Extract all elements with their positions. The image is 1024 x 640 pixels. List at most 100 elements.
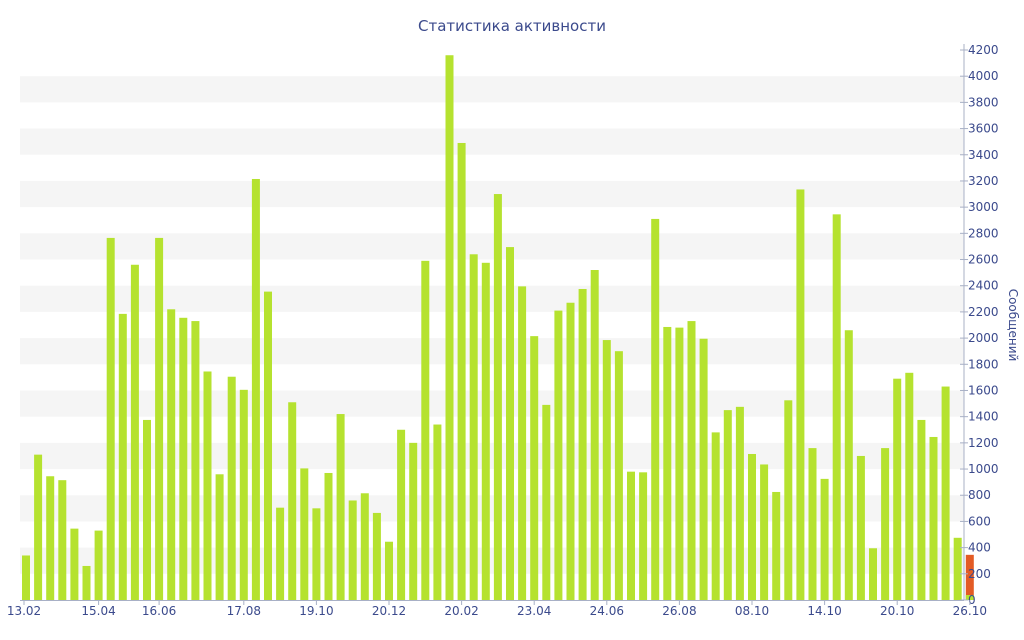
bar — [130, 264, 139, 600]
bar — [372, 512, 381, 600]
bar — [905, 372, 914, 600]
grid-band — [20, 442, 964, 470]
y-tick-label: 3600 — [968, 122, 999, 136]
bar — [457, 142, 466, 600]
bar — [832, 214, 841, 600]
bar — [687, 321, 696, 600]
x-tick-label: 08.10 — [735, 604, 769, 618]
bar — [336, 414, 345, 600]
y-tick-label: 3200 — [968, 174, 999, 188]
bar — [118, 313, 127, 600]
y-tick-label: 2000 — [968, 331, 999, 345]
bar — [385, 541, 393, 600]
y-tick-label: 200 — [968, 567, 991, 581]
bar — [493, 194, 502, 601]
bar — [796, 189, 805, 600]
bar — [784, 400, 793, 600]
bar — [433, 424, 442, 600]
bar — [639, 472, 648, 600]
grid-band — [20, 547, 964, 574]
bar — [155, 237, 164, 600]
bar — [264, 291, 272, 600]
bar — [469, 254, 478, 601]
grid-bands — [20, 76, 964, 574]
bar — [844, 330, 853, 600]
bar — [941, 386, 950, 600]
bar — [312, 508, 321, 600]
bar — [929, 436, 938, 600]
bar — [191, 321, 200, 600]
bar — [143, 419, 151, 600]
bar — [397, 429, 406, 600]
bar — [46, 476, 55, 600]
bar — [808, 448, 817, 600]
bar — [699, 338, 708, 600]
grid-band — [20, 285, 964, 312]
bar — [590, 270, 599, 600]
bar — [518, 286, 527, 600]
bar — [772, 491, 781, 600]
x-tick-label: 20.10 — [880, 604, 914, 618]
y-tick-label: 1800 — [968, 357, 999, 371]
y-axis: 0 200 400 600 800 1000 1200 1400 1600 1800 2000 220… — [960, 43, 999, 607]
bar — [542, 404, 551, 600]
bar — [578, 288, 587, 600]
bar — [881, 448, 890, 600]
bar — [34, 454, 43, 600]
x-tick-label: 19.10 — [299, 604, 333, 618]
bar — [360, 493, 369, 600]
grid-band — [20, 180, 964, 208]
bar — [276, 507, 285, 600]
bar — [288, 402, 297, 600]
bar — [445, 55, 454, 600]
bar — [953, 537, 962, 600]
y-tick-label: 2400 — [968, 279, 999, 293]
y-tick-label: 4000 — [968, 69, 999, 83]
x-tick-label: 13.02 — [7, 604, 41, 618]
bar — [820, 478, 829, 600]
y-tick-label: 4200 — [968, 43, 999, 57]
x-axis: 13.02 15.04 16.06 17.08 19.10 20.12 20.02 23.04… — [7, 600, 987, 618]
x-tick-label: 26.10 — [953, 604, 987, 618]
bar — [869, 548, 877, 600]
bar — [22, 555, 30, 600]
bar — [409, 442, 418, 600]
bar-series — [22, 55, 974, 601]
bar — [675, 327, 684, 600]
bar — [554, 310, 563, 600]
bar — [70, 528, 79, 600]
bar — [602, 340, 611, 600]
y-tick-label: 2200 — [968, 305, 999, 319]
bar-current-base — [965, 595, 974, 600]
x-tick-label: 26.08 — [662, 604, 696, 618]
bar — [506, 247, 514, 601]
bar — [215, 474, 224, 600]
y-tick-label: 800 — [968, 488, 991, 502]
bar — [348, 500, 357, 600]
bar — [663, 326, 672, 600]
bar — [711, 432, 720, 600]
bar — [106, 237, 115, 600]
bar — [324, 472, 333, 600]
bar — [179, 317, 188, 600]
y-tick-label: 2800 — [968, 226, 999, 240]
y-axis-label: Сообщений — [1006, 289, 1020, 362]
bar — [82, 565, 91, 600]
chart-title: Статистика активности — [418, 17, 606, 35]
bar — [856, 455, 865, 600]
bar — [203, 371, 212, 600]
bar — [748, 453, 756, 600]
bar — [614, 351, 623, 600]
x-tick-label: 20.02 — [444, 604, 478, 618]
y-tick-label: 3400 — [968, 148, 999, 162]
y-tick-label: 3000 — [968, 200, 999, 214]
grid-band — [20, 390, 964, 417]
bar — [300, 468, 309, 600]
bar — [723, 410, 732, 600]
bar — [239, 389, 248, 600]
y-tick-label: 1400 — [968, 410, 999, 424]
bar — [167, 309, 176, 600]
x-tick-label: 16.06 — [142, 604, 176, 618]
bar — [893, 378, 902, 600]
